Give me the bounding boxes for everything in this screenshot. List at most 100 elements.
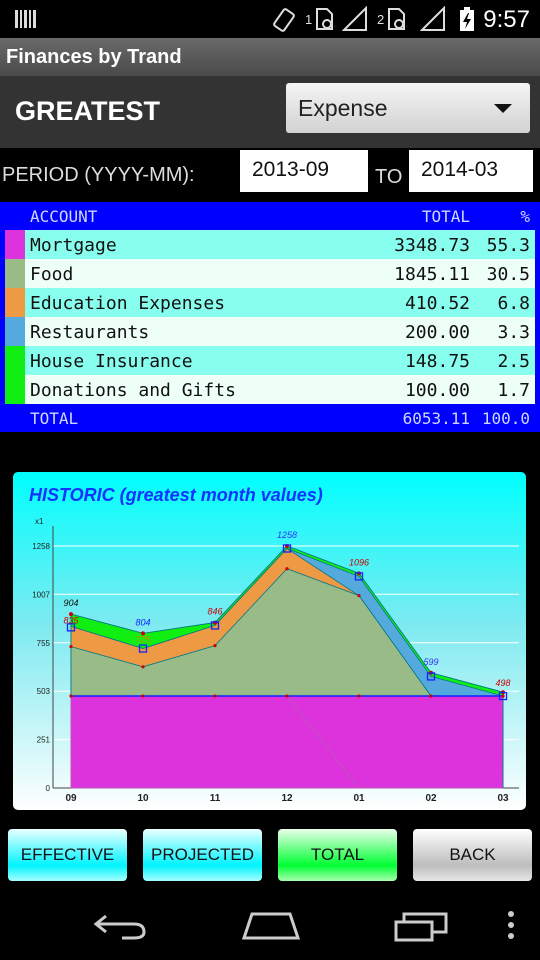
- value-label: 835: [63, 615, 79, 625]
- account-name: Restaurants: [30, 322, 150, 343]
- projected-point: [498, 691, 508, 701]
- account-total: 410.52: [404, 293, 470, 314]
- table-row[interactable]: Donations and Gifts 100.00 1.7: [5, 375, 535, 404]
- x-tick-label: 10: [137, 793, 149, 804]
- overflow-menu-icon[interactable]: [506, 910, 516, 940]
- sim-card-icon-2: [388, 8, 405, 30]
- account-total: 1845.11: [394, 264, 470, 285]
- period-to-label: TO: [375, 166, 403, 188]
- table-row[interactable]: Food 1845.11 30.5: [5, 259, 535, 288]
- value-label: 498: [495, 678, 510, 688]
- projected-point: [210, 621, 220, 630]
- value-label: 725: [135, 635, 151, 645]
- total-button[interactable]: TOTAL: [278, 829, 397, 881]
- x-tick-label: 02: [425, 793, 437, 804]
- back-arrow-icon[interactable]: [92, 910, 148, 940]
- projected-point: [282, 544, 292, 553]
- series-area-mortgage: [70, 695, 504, 789]
- data-point: [213, 644, 217, 648]
- clock: 9:57: [483, 6, 530, 33]
- account-name: Donations and Gifts: [30, 380, 236, 401]
- data-point: [357, 594, 361, 598]
- y-tick-label: 755: [37, 639, 51, 648]
- value-label: 846: [207, 607, 222, 617]
- period-from-field[interactable]: 2013-09: [240, 150, 368, 192]
- projected-point: [354, 572, 364, 581]
- data-point: [213, 694, 217, 698]
- data-point: [69, 645, 73, 649]
- account-percent: 2.5: [497, 351, 530, 372]
- navigation-bar: [0, 890, 540, 960]
- footer-percent: 100.0: [481, 409, 530, 428]
- table-row[interactable]: Restaurants 200.00 3.3: [5, 317, 535, 346]
- header-total: TOTAL: [421, 207, 470, 226]
- recent-apps-icon[interactable]: [394, 908, 450, 942]
- account-percent: 3.3: [497, 322, 530, 343]
- projected-button[interactable]: PROJECTED: [143, 829, 262, 881]
- accounts-table: ACCOUNT TOTAL % Mortgage 3348.73 55.3 Food 1…: [0, 202, 540, 432]
- historic-chart: HISTORIC (greatest month values) x1 0 251 50…: [13, 472, 526, 810]
- value-label: 904: [63, 598, 78, 608]
- page-title: GREATEST: [15, 96, 161, 126]
- data-point: [285, 567, 289, 571]
- chart-title: HISTORIC (greatest month values): [29, 485, 323, 505]
- header-percent: %: [520, 207, 530, 226]
- data-point: [429, 694, 433, 698]
- x-tick-label: 11: [210, 793, 221, 804]
- table-header: ACCOUNT TOTAL %: [0, 202, 540, 230]
- status-bar: 1 2 9:57: [0, 0, 540, 38]
- projected-point: [426, 672, 436, 681]
- type-select[interactable]: Expense: [286, 83, 530, 133]
- x-tick-label: 12: [281, 793, 293, 804]
- value-label: 599: [423, 657, 438, 667]
- historic-chart-svg: HISTORIC (greatest month values) x1 0 251 50…: [29, 485, 519, 804]
- table-footer: TOTAL 6053.11 100.0: [0, 404, 540, 432]
- table-row[interactable]: Education Expenses 410.52 6.8: [5, 288, 535, 317]
- effective-button[interactable]: EFFECTIVE: [8, 829, 127, 881]
- period-from-value: 2013-09: [252, 158, 330, 181]
- period-label: PERIOD (YYYY-MM):: [2, 164, 195, 186]
- data-point: [501, 694, 505, 698]
- account-name: Mortgage: [30, 235, 117, 256]
- account-color-swatch: [5, 317, 25, 346]
- y-tick-label: 503: [37, 687, 51, 696]
- y-tick-label: 1258: [32, 542, 50, 551]
- data-point: [69, 694, 73, 698]
- account-total: 148.75: [404, 351, 470, 372]
- app-title: Finances by Trand: [6, 46, 182, 68]
- signal-icon: [342, 6, 367, 31]
- type-select-value: Expense: [298, 95, 388, 121]
- account-name: Education Expenses: [30, 293, 226, 314]
- y-unit-label: x1: [35, 517, 44, 526]
- account-color-swatch: [5, 230, 25, 259]
- account-total: 3348.73: [394, 235, 470, 256]
- data-point: [141, 694, 145, 698]
- chevron-down-icon: [494, 104, 512, 113]
- signal-icon-2: [420, 6, 445, 31]
- data-point: [285, 694, 289, 698]
- projected-point: [138, 644, 148, 653]
- back-button[interactable]: BACK: [413, 829, 532, 881]
- battery-charging-icon: [460, 7, 474, 31]
- table-row[interactable]: House Insurance 148.75 2.5: [5, 346, 535, 375]
- app-title-bar: Finances by Trand: [0, 38, 540, 76]
- x-tick-label: 03: [497, 793, 509, 804]
- home-icon[interactable]: [242, 910, 300, 940]
- rotate-icon: [273, 8, 295, 32]
- footer-label: TOTAL: [30, 409, 79, 428]
- account-percent: 30.5: [486, 264, 530, 285]
- table-row[interactable]: Mortgage 3348.73 55.3: [5, 230, 535, 259]
- account-percent: 6.8: [497, 293, 530, 314]
- account-color-swatch: [5, 288, 25, 317]
- footer-total: 6053.11: [402, 409, 470, 428]
- data-point: [141, 631, 145, 636]
- barcode-icon: [15, 10, 36, 28]
- period-to-field[interactable]: 2014-03: [409, 150, 533, 192]
- y-tick-label: 0: [46, 784, 51, 793]
- data-point: [141, 665, 145, 669]
- account-percent: 55.3: [486, 235, 530, 256]
- value-label: 1096: [349, 557, 369, 567]
- value-label: 804: [135, 617, 150, 627]
- account-total: 200.00: [404, 322, 470, 343]
- sim1-label: 1: [305, 12, 313, 27]
